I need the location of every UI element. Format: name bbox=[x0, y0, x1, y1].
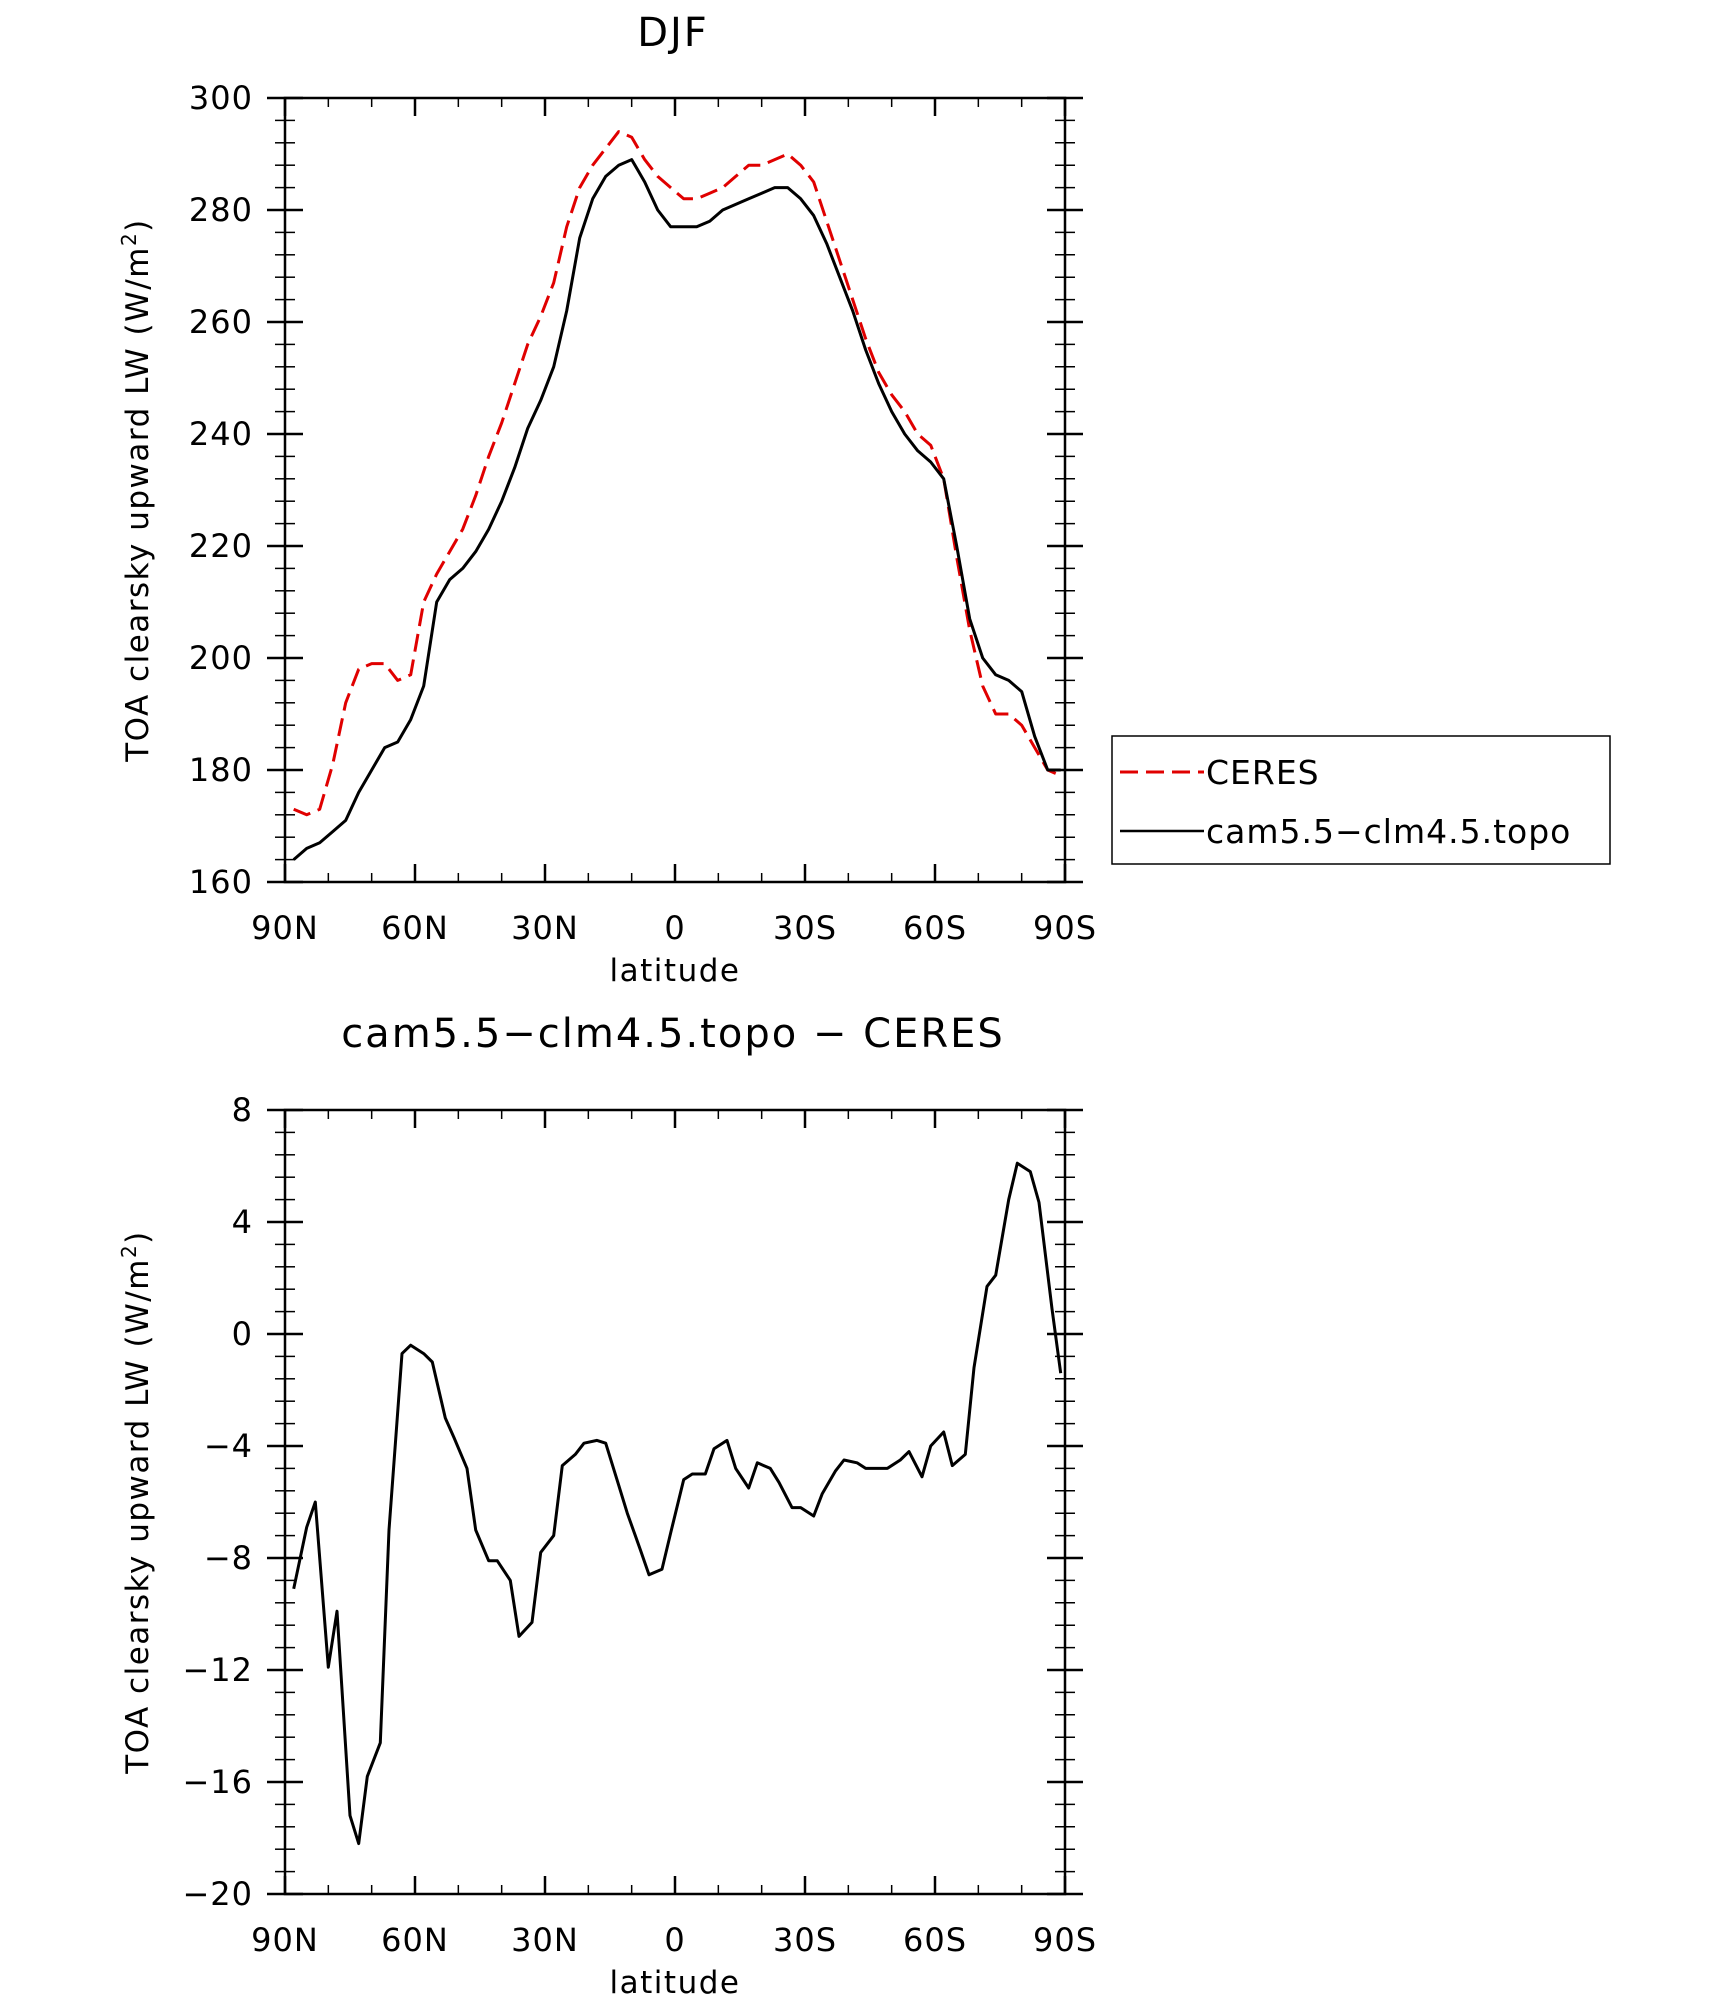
x-tick-label: 60S bbox=[903, 909, 967, 947]
legend: CERES cam5.5−clm4.5.topo bbox=[1111, 735, 1611, 865]
tick-labels: 90N 60N 30N 0 30S 60S 90S −20 −16 −12 −8 −4 0 4 8 bbox=[182, 1091, 1097, 1959]
panel-title: cam5.5−clm4.5.topo − CERES bbox=[341, 1011, 1005, 1057]
x-tick-label: 0 bbox=[664, 909, 685, 947]
y-tick-label: −4 bbox=[204, 1427, 253, 1465]
series-lines bbox=[292, 1161, 1063, 1846]
series-line-0 bbox=[293, 130, 1062, 817]
x-tick-label: 90N bbox=[251, 1921, 319, 1959]
y-axis-label: TOA clearsky upward LW (W/m2) bbox=[117, 218, 156, 763]
plot-frame bbox=[283, 96, 1067, 884]
difference-panel: cam5.5−clm4.5.topo − CERES 90N 60N 30N 0 30S… bbox=[117, 1011, 1097, 2001]
climatology-panel: DJF 90N 60N 30N 0 30S 60S 90S 160 180 200 220 240 26… bbox=[117, 10, 1611, 989]
y-tick-label: 160 bbox=[189, 863, 253, 901]
legend-label-model: cam5.5−clm4.5.topo bbox=[1206, 812, 1571, 851]
x-tick-label: 90N bbox=[251, 909, 319, 947]
x-tick-label: 30S bbox=[773, 909, 837, 947]
plot-frame bbox=[283, 1108, 1067, 1896]
y-tick-label: −20 bbox=[182, 1875, 253, 1913]
y-tick-label: 8 bbox=[232, 1091, 253, 1129]
legend-label-ceres: CERES bbox=[1206, 753, 1320, 792]
y-tick-label: 200 bbox=[189, 639, 253, 677]
y-tick-label: 220 bbox=[189, 527, 253, 565]
x-tick-label: 30N bbox=[511, 909, 579, 947]
x-axis-label: latitude bbox=[610, 953, 741, 989]
x-tick-label: 90S bbox=[1033, 1921, 1097, 1959]
x-tick-label: 90S bbox=[1033, 909, 1097, 947]
x-tick-label: 60S bbox=[903, 1921, 967, 1959]
y-tick-label: −16 bbox=[182, 1763, 253, 1801]
series-lines bbox=[292, 130, 1062, 861]
x-tick-label: 30S bbox=[773, 1921, 837, 1959]
y-tick-label: 280 bbox=[189, 191, 253, 229]
x-tick-label: 60N bbox=[381, 909, 449, 947]
axis-ticks bbox=[267, 96, 1083, 884]
y-tick-label: 260 bbox=[189, 303, 253, 341]
y-tick-label: 240 bbox=[189, 415, 253, 453]
y-axis-label: TOA clearsky upward LW (W/m2) bbox=[117, 1230, 156, 1775]
series-line-1 bbox=[292, 158, 1061, 861]
x-axis-label: latitude bbox=[610, 1965, 741, 2001]
y-tick-label: 180 bbox=[189, 751, 253, 789]
tick-labels: 90N 60N 30N 0 30S 60S 90S 160 180 200 220 240 260 280… bbox=[189, 79, 1097, 947]
x-tick-label: 0 bbox=[664, 1921, 685, 1959]
y-tick-label: 4 bbox=[232, 1203, 253, 1241]
legend-box bbox=[1111, 735, 1611, 865]
y-tick-label: 0 bbox=[232, 1315, 253, 1353]
series-line-0 bbox=[292, 1161, 1063, 1846]
y-tick-label: −8 bbox=[204, 1539, 253, 1577]
y-tick-label: 300 bbox=[189, 79, 253, 117]
axis-ticks bbox=[267, 1108, 1083, 1896]
panel-title: DJF bbox=[637, 10, 709, 56]
x-tick-label: 60N bbox=[381, 1921, 449, 1959]
y-tick-label: −12 bbox=[182, 1651, 253, 1689]
x-tick-label: 30N bbox=[511, 1921, 579, 1959]
